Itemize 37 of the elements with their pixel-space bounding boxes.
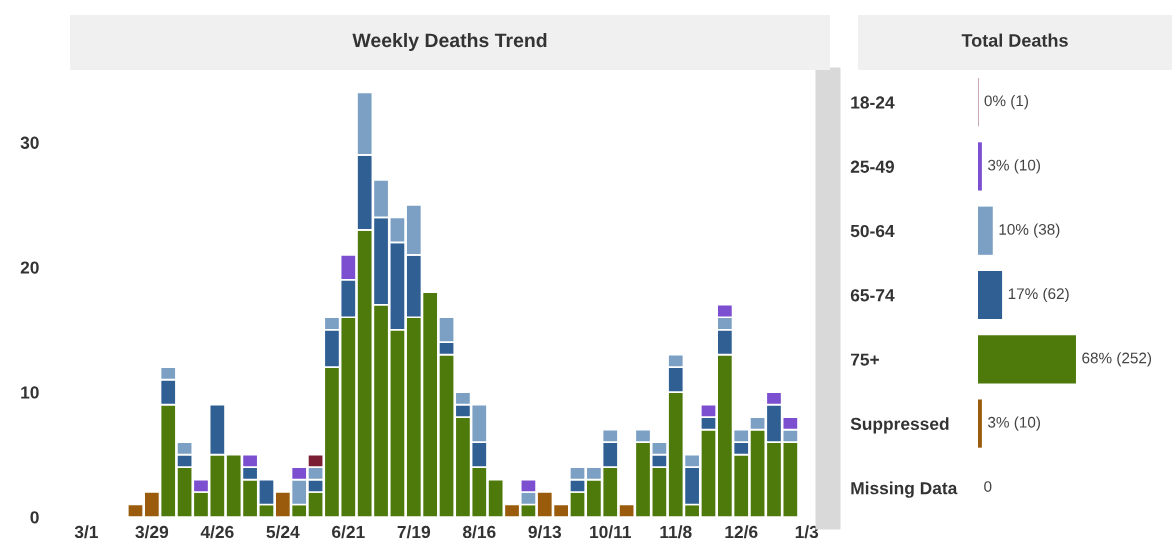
y-tick-label: 10 [21, 386, 39, 399]
y-tick-label: 65-74 [850, 289, 895, 302]
bar [978, 206, 993, 255]
x-tick-label: 5/24 [266, 525, 300, 539]
x-tick-label: 9/13 [528, 525, 562, 539]
x-tick-label: 1/3 [795, 525, 819, 539]
x-tick-label: 6/21 [332, 525, 365, 539]
y-tick-label: 50-64 [850, 224, 895, 238]
y-tick-label: 75+ [850, 353, 879, 366]
y-tick-label: Missing Data [851, 481, 958, 498]
data-label: 10% (38) [999, 223, 1060, 238]
data-label: 0 [984, 481, 992, 492]
x-tick-label: 8/16 [462, 525, 496, 539]
x-tick-label: 11/8 [660, 525, 692, 539]
x-tick-label: 3/29 [135, 525, 169, 539]
y-tick-label: Suppressed [850, 417, 949, 434]
chart-title: Total Deaths [961, 33, 1068, 47]
data-label: 17% (62) [1008, 287, 1069, 303]
chart-title: Weekly Deaths Trend [352, 32, 547, 52]
data-label: 3% (10) [988, 416, 1040, 431]
bar [978, 335, 1076, 384]
x-tick-label: 4/26 [200, 525, 234, 539]
x-tick-label: 7/19 [397, 525, 431, 539]
y-tick-label: 30 [20, 136, 39, 149]
y-tick-label: 0 [30, 511, 39, 524]
x-tick-label: 10/11 [590, 525, 632, 539]
data-label: 3% (10) [988, 159, 1040, 174]
x-tick-label: 12/6 [725, 525, 758, 539]
bar [978, 142, 982, 191]
y-tick-label: 18-24 [851, 96, 895, 109]
data-label: 0% (1) [984, 95, 1028, 110]
y-tick-label: 20 [20, 261, 39, 274]
bar [978, 270, 1003, 320]
bar [978, 399, 982, 448]
x-tick-label: 3/1 [74, 525, 98, 539]
y-tick-label: 25-49 [850, 160, 894, 173]
data-label: 68% (252) [1082, 352, 1152, 367]
